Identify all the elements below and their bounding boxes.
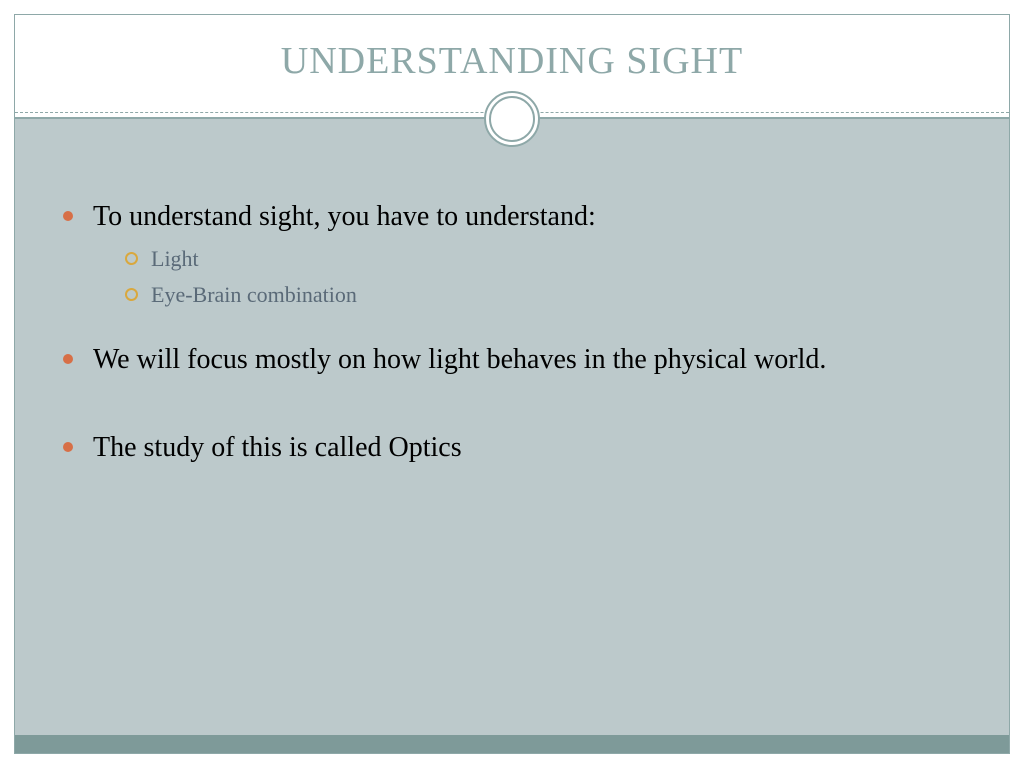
sub-item: Eye-Brain combination	[93, 277, 969, 312]
bullet-list: To understand sight, you have to underst…	[63, 199, 969, 467]
bullet-text: The study of this is called Optics	[93, 432, 462, 463]
bullet-text: To understand sight, you have to underst…	[93, 201, 596, 232]
sub-item: Light	[93, 241, 969, 276]
header-area: UNDERSTANDING SIGHT	[15, 15, 1009, 119]
body-area: To understand sight, you have to underst…	[15, 119, 1009, 735]
bullet-text: We will focus mostly on how light behave…	[93, 344, 826, 375]
slide-frame: UNDERSTANDING SIGHT To understand sight,…	[14, 14, 1010, 754]
bullet-item: We will focus mostly on how light behave…	[63, 342, 969, 378]
medallion-icon	[484, 91, 540, 147]
bullet-item: The study of this is called Optics	[63, 430, 969, 466]
footer-bar	[15, 735, 1009, 753]
slide-title: UNDERSTANDING SIGHT	[15, 39, 1009, 83]
sub-list: Light Eye-Brain combination	[93, 241, 969, 311]
bullet-item: To understand sight, you have to underst…	[63, 199, 969, 312]
